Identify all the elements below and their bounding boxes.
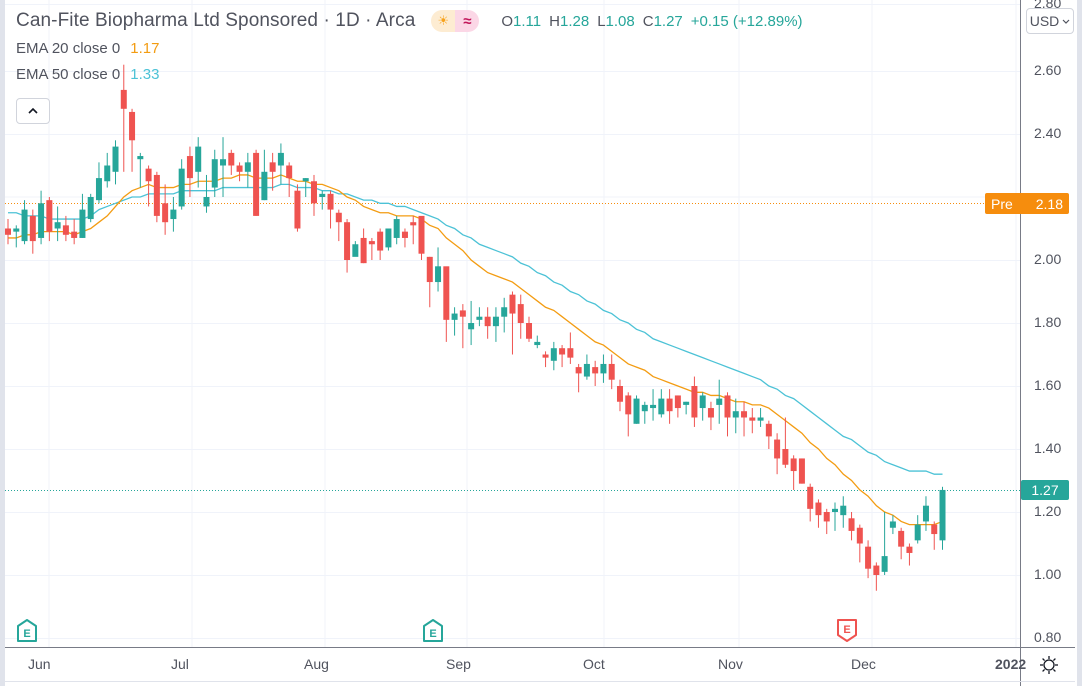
- close-label: C: [642, 12, 654, 30]
- time-tick-label: Sep: [446, 656, 471, 672]
- last-price-label: 1.27: [1021, 480, 1069, 500]
- price-tick-label: 1.00: [1034, 566, 1062, 582]
- chart-legend: Can-Fite Biopharma Ltd Sponsored · 1D · …: [16, 8, 803, 86]
- premarket-value: 2.18: [1035, 195, 1063, 212]
- svg-text:E: E: [843, 624, 850, 636]
- indicator-ema20[interactable]: EMA 20 close 0 1.17: [16, 40, 803, 60]
- premarket-tag: Pre: [991, 195, 1013, 212]
- chevron-up-icon: [28, 107, 38, 114]
- price-tick-label: 1.20: [1034, 503, 1062, 519]
- ema20-label: EMA 20 close 0: [16, 40, 121, 57]
- right-panel-edge: [1077, 0, 1082, 686]
- open-value: 1.11: [513, 12, 542, 30]
- candlesticks: [5, 64, 946, 591]
- price-tick-label: 1.80: [1034, 314, 1062, 330]
- earnings-event-icon[interactable]: E: [836, 618, 858, 644]
- ema20-value: 1.17: [130, 40, 160, 57]
- price-chart[interactable]: [5, 0, 1075, 686]
- svg-text:E: E: [429, 628, 436, 640]
- time-tick-label: Oct: [583, 656, 605, 672]
- time-tick-label: Dec: [851, 656, 876, 672]
- chevron-down-icon: [1062, 19, 1070, 24]
- change-value: +0.15 (+12.89%): [690, 12, 803, 30]
- time-tick-label: Nov: [718, 656, 743, 672]
- earnings-event-icon[interactable]: E: [422, 618, 444, 644]
- currency-label: USD: [1029, 13, 1060, 29]
- price-tick-label: 2.00: [1034, 251, 1062, 267]
- last-price-value: 1.27: [1031, 482, 1059, 498]
- time-tick-label: Jun: [28, 656, 51, 672]
- low-label: L: [597, 12, 606, 30]
- high-value: 1.28: [559, 12, 590, 30]
- high-label: H: [549, 12, 560, 30]
- chart-settings-button[interactable]: [1038, 654, 1060, 676]
- price-tick-label: 2.40: [1034, 125, 1062, 141]
- svg-text:E: E: [23, 628, 30, 640]
- price-tick-label: 1.40: [1034, 440, 1062, 456]
- price-tick-label: 1.60: [1034, 377, 1062, 393]
- price-tick-label: 0.80: [1034, 629, 1062, 645]
- price-tick-label: 2.80: [1034, 0, 1062, 11]
- close-value: 1.27: [653, 12, 683, 30]
- settings-sun-icon: [1040, 656, 1058, 674]
- time-tick-label: Jul: [171, 656, 189, 672]
- indicator-ema50[interactable]: EMA 50 close 0 1.33: [16, 66, 803, 86]
- currency-button[interactable]: USD: [1026, 8, 1074, 34]
- wave-icon[interactable]: ≈: [455, 10, 480, 32]
- time-tick-label: Aug: [304, 656, 329, 672]
- premarket-price-label: Pre 2.18: [985, 193, 1069, 214]
- left-panel-edge: [0, 0, 5, 686]
- ema50-line: [8, 183, 943, 475]
- ema20-line: [8, 174, 943, 526]
- earnings-event-icon[interactable]: E: [16, 618, 38, 644]
- open-label: O: [501, 12, 514, 30]
- low-value: 1.08: [605, 12, 635, 30]
- time-tick-label: 2022: [995, 656, 1027, 672]
- ema50-label: EMA 50 close 0: [16, 66, 121, 83]
- price-tick-label: 2.60: [1034, 62, 1062, 78]
- session-badges[interactable]: ☀ ≈: [431, 10, 480, 32]
- collapse-legend-button[interactable]: [16, 98, 50, 124]
- ohlc-values: O1.11 H1.28 L1.08 C1.27 +0.15 (+12.89%): [501, 13, 802, 30]
- symbol-title[interactable]: Can-Fite Biopharma Ltd Sponsored · 1D · …: [16, 10, 416, 31]
- ema50-value: 1.33: [130, 66, 160, 83]
- sun-icon[interactable]: ☀: [431, 10, 456, 32]
